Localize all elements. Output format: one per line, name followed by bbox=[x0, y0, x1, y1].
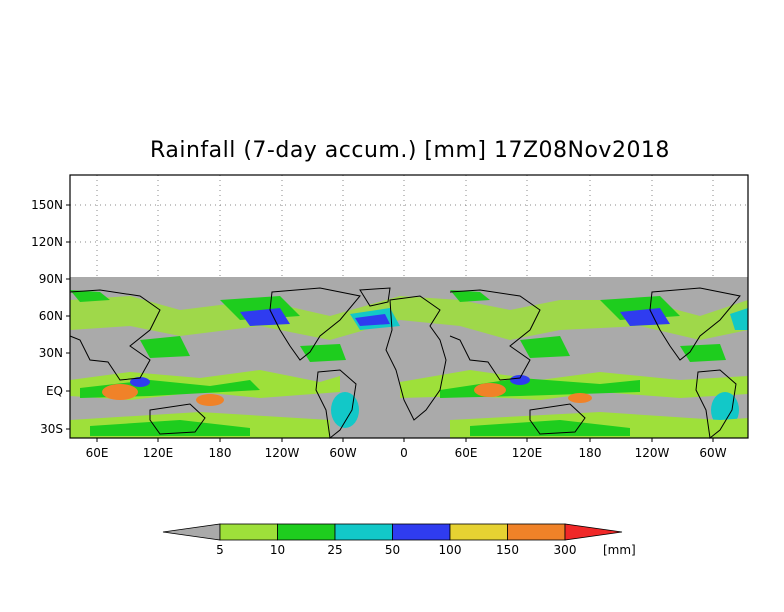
rainfall-layer bbox=[70, 290, 748, 438]
lat-tick-label: EQ bbox=[46, 384, 63, 398]
lon-tick-label: 60W bbox=[699, 446, 726, 460]
coastlines bbox=[69, 287, 741, 439]
colorbar-label: 50 bbox=[385, 543, 400, 557]
longitude-axis: 60E 120E 180 120W 60W 0 60E 120E 180 120W 60W bbox=[86, 438, 727, 460]
colorbar-label: 10 bbox=[270, 543, 285, 557]
lat-tick-label: 150N bbox=[31, 198, 63, 212]
grid-lines bbox=[70, 175, 748, 277]
colorbar-label: 300 bbox=[554, 543, 577, 557]
latitude-axis: 150N 120N 90N 60N 30N EQ 30S bbox=[31, 198, 70, 436]
lon-tick-label: 60E bbox=[455, 446, 478, 460]
colorbar-units: [mm] bbox=[603, 543, 636, 557]
colorbar-label: 5 bbox=[216, 543, 224, 557]
plot-frame bbox=[69, 174, 749, 439]
lon-tick-label: 60W bbox=[329, 446, 356, 460]
colorbar-bin bbox=[162, 523, 221, 541]
lon-tick-label: 120E bbox=[512, 446, 543, 460]
colorbar-bin bbox=[507, 523, 566, 541]
colorbar-bin bbox=[449, 523, 508, 541]
lon-tick-label: 120W bbox=[635, 446, 670, 460]
colorbar-label: 150 bbox=[496, 543, 519, 557]
colorbar-bin bbox=[564, 523, 623, 541]
lon-tick-label: 180 bbox=[579, 446, 602, 460]
colorbar-bin bbox=[219, 523, 278, 541]
colorbar: 5 10 25 50 100 150 300 bbox=[162, 523, 623, 557]
colorbar-label: 25 bbox=[327, 543, 342, 557]
lon-tick-label: 120W bbox=[265, 446, 300, 460]
lat-tick-label: 120N bbox=[31, 235, 63, 249]
colorbar-bin bbox=[392, 523, 451, 541]
lon-tick-label: 0 bbox=[400, 446, 408, 460]
colorbar-label: 100 bbox=[439, 543, 462, 557]
lat-tick-label: 60N bbox=[39, 309, 63, 323]
lon-tick-label: 60E bbox=[86, 446, 109, 460]
lon-tick-label: 180 bbox=[209, 446, 232, 460]
lat-tick-label: 90N bbox=[39, 272, 63, 286]
lon-tick-label: 120E bbox=[143, 446, 174, 460]
lat-tick-label: 30N bbox=[39, 346, 63, 360]
colorbar-bin bbox=[277, 523, 336, 541]
lat-tick-label: 30S bbox=[40, 422, 63, 436]
map-title: Rainfall (7-day accum.) [mm] 17Z08Nov201… bbox=[150, 138, 670, 163]
colorbar-bin bbox=[334, 523, 393, 541]
